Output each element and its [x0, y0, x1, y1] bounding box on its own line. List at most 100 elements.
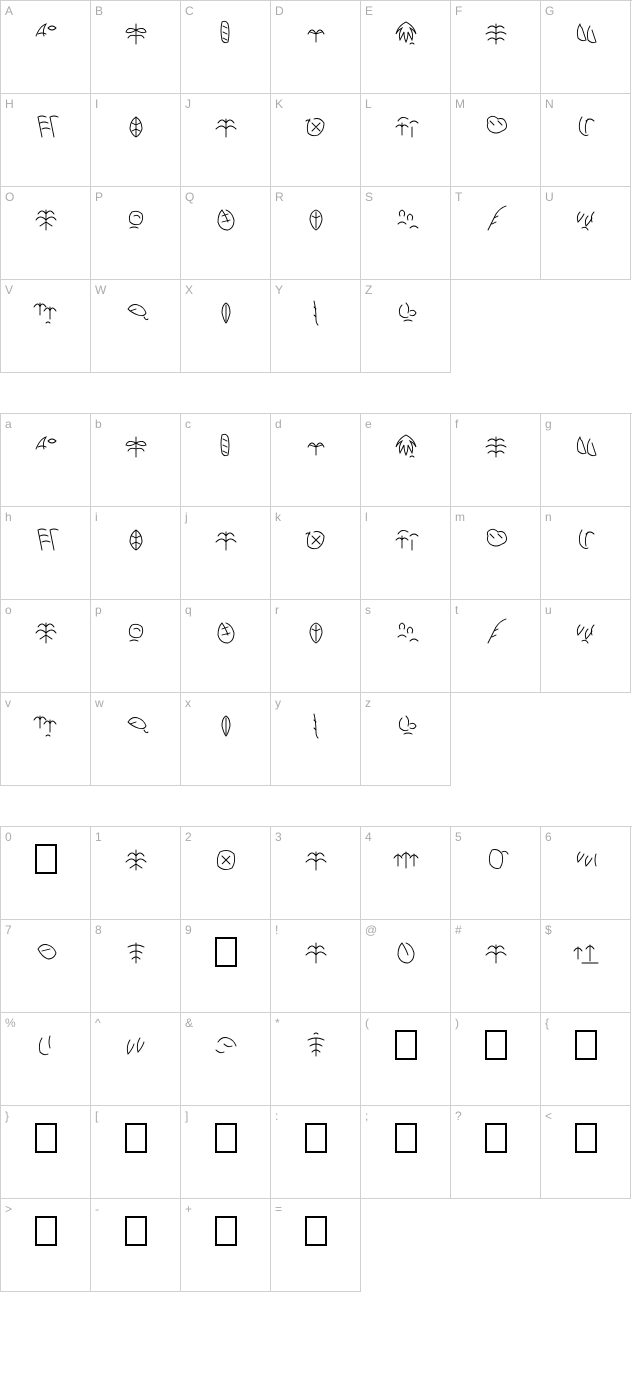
char-label: A: [5, 4, 13, 18]
char-cell: Q: [181, 187, 271, 280]
char-label: X: [185, 283, 193, 297]
leaf-icon: [478, 202, 514, 236]
char-label: Y: [275, 283, 283, 297]
leaf-icon: [118, 295, 154, 329]
glyph-leaf12: [386, 108, 426, 144]
glyph-box: [206, 934, 246, 970]
char-label: v: [5, 696, 11, 710]
char-cell: f: [451, 414, 541, 507]
char-cell: $: [541, 920, 631, 1013]
missing-glyph-icon: [395, 1123, 417, 1153]
glyph-leaf42: [296, 1027, 336, 1063]
glyph-box: [26, 1213, 66, 1249]
char-label: #: [455, 923, 462, 937]
glyph-leaf27: [116, 841, 156, 877]
char-label: z: [365, 696, 371, 710]
section-lowercase: abcdefghijklmnopqrstuvwxyz: [0, 413, 640, 786]
char-label: M: [455, 97, 465, 111]
char-label: F: [455, 4, 462, 18]
leaf-icon: [478, 429, 514, 463]
char-label: p: [95, 603, 102, 617]
char-cell: T: [451, 187, 541, 280]
glyph-leaf24: [206, 294, 246, 330]
leaf-icon: [298, 109, 334, 143]
leaf-icon: [118, 16, 154, 50]
leaf-icon: [28, 429, 64, 463]
char-cell: D: [271, 1, 361, 94]
glyph-leaf24: [206, 707, 246, 743]
leaf-icon: [208, 295, 244, 329]
missing-glyph-icon: [35, 844, 57, 874]
glyph-leaf23: [116, 294, 156, 330]
glyph-leaf4: [296, 428, 336, 464]
char-label: m: [455, 510, 465, 524]
char-label: S: [365, 190, 373, 204]
char-label: g: [545, 417, 552, 431]
char-label: r: [275, 603, 279, 617]
char-cell: q: [181, 600, 271, 693]
missing-glyph-icon: [485, 1123, 507, 1153]
char-cell: 3: [271, 827, 361, 920]
glyph-leaf10: [206, 521, 246, 557]
char-label: B: [95, 4, 103, 18]
char-cell: :: [271, 1106, 361, 1199]
leaf-icon: [298, 842, 334, 876]
char-label: i: [95, 510, 98, 524]
grid-row: vwxyz: [0, 693, 452, 786]
char-label: k: [275, 510, 281, 524]
leaf-icon: [28, 935, 64, 969]
char-cell: %: [1, 1013, 91, 1106]
char-label: T: [455, 190, 462, 204]
leaf-icon: [388, 708, 424, 742]
glyph-leaf8: [26, 108, 66, 144]
glyph-leaf2: [116, 15, 156, 51]
char-cell: V: [1, 280, 91, 373]
leaf-icon: [118, 429, 154, 463]
char-cell: j: [181, 507, 271, 600]
glyph-leaf11: [296, 521, 336, 557]
leaf-icon: [208, 202, 244, 236]
char-label: ^: [95, 1016, 101, 1030]
char-label: }: [5, 1109, 9, 1123]
leaf-icon: [568, 16, 604, 50]
grid-row: HIJKLMN: [0, 94, 632, 187]
glyph-leaf3: [206, 15, 246, 51]
char-label: j: [185, 510, 188, 524]
char-label: h: [5, 510, 12, 524]
char-label: 5: [455, 830, 462, 844]
char-cell: x: [181, 693, 271, 786]
missing-glyph-icon: [125, 1123, 147, 1153]
leaf-icon: [298, 615, 334, 649]
leaf-icon: [298, 429, 334, 463]
char-cell: z: [361, 693, 451, 786]
char-label: C: [185, 4, 194, 18]
glyph-leaf26: [386, 707, 426, 743]
char-cell: *: [271, 1013, 361, 1106]
char-cell: 0: [1, 827, 91, 920]
leaf-icon: [208, 109, 244, 143]
char-label: ?: [455, 1109, 462, 1123]
glyph-leaf36: [386, 934, 426, 970]
char-label: %: [5, 1016, 16, 1030]
char-cell: =: [271, 1199, 361, 1292]
glyph-leaf7: [566, 428, 606, 464]
char-cell: B: [91, 1, 181, 94]
char-label: &: [185, 1016, 193, 1030]
glyph-leaf31: [476, 841, 516, 877]
char-label: s: [365, 603, 371, 617]
char-cell: c: [181, 414, 271, 507]
char-cell: R: [271, 187, 361, 280]
leaf-icon: [388, 842, 424, 876]
leaf-icon: [568, 429, 604, 463]
char-cell: p: [91, 600, 181, 693]
char-cell: s: [361, 600, 451, 693]
char-cell: h: [1, 507, 91, 600]
leaf-icon: [298, 1028, 334, 1062]
leaf-icon: [298, 935, 334, 969]
char-label: d: [275, 417, 282, 431]
glyph-box: [476, 1120, 516, 1156]
leaf-icon: [208, 842, 244, 876]
char-cell: Y: [271, 280, 361, 373]
char-cell: y: [271, 693, 361, 786]
glyph-box: [26, 1120, 66, 1156]
